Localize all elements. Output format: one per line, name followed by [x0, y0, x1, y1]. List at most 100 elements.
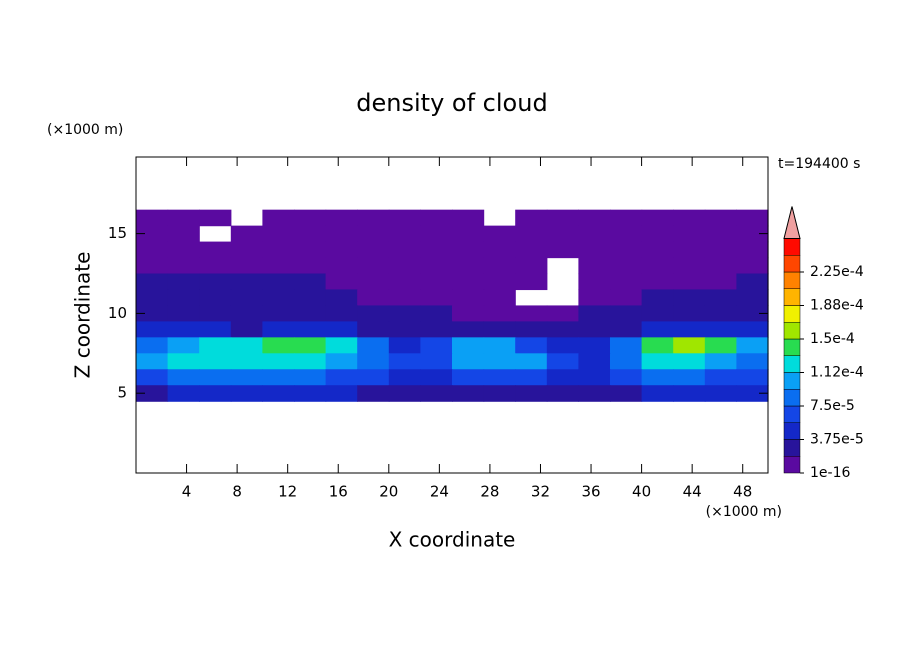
contour-cell	[199, 241, 232, 259]
contour-cell	[673, 369, 706, 386]
contour-cell	[673, 289, 706, 307]
contour-cell	[704, 289, 737, 307]
contour-cell	[515, 273, 548, 291]
contour-cell	[704, 337, 737, 354]
contour-cell	[388, 385, 421, 402]
contour-cell	[136, 241, 169, 259]
contour-cell	[167, 241, 200, 259]
contour-cell	[294, 225, 327, 243]
time-label: t=194400 s	[778, 156, 860, 172]
colorbar-tick-label: 7.5e-5	[810, 398, 855, 414]
x-tick-label: 20	[379, 483, 398, 501]
colorbar-bin	[783, 456, 801, 474]
contour-cell	[167, 209, 200, 227]
contour-cell	[199, 369, 232, 386]
contour-cell	[388, 273, 421, 291]
contour-cell	[325, 209, 358, 227]
x-tick-label: 40	[632, 483, 651, 501]
contour-cell	[420, 305, 453, 322]
contour-cell	[230, 225, 263, 243]
contour-cell	[736, 369, 769, 386]
contour-cell	[641, 289, 674, 307]
contour-cell	[483, 369, 516, 386]
y-unit: (×1000 m)	[47, 122, 123, 138]
x-tick-label: 8	[232, 483, 242, 501]
contour-cell	[294, 385, 327, 402]
contour-cell	[294, 241, 327, 259]
contour-cell	[546, 353, 579, 370]
contour-cell	[673, 273, 706, 291]
contour-cell	[388, 369, 421, 386]
contour-cell	[420, 273, 453, 291]
contour-cell	[483, 321, 516, 338]
contour-cell	[641, 273, 674, 291]
contour-cell	[420, 337, 453, 354]
contour-cell	[610, 209, 643, 227]
colorbar-bin	[783, 322, 801, 340]
contour-cell	[420, 241, 453, 259]
contour-cell	[704, 257, 737, 275]
contour-cell	[578, 337, 611, 354]
x-unit: (×1000 m)	[706, 504, 782, 520]
colorbar-tick-label: 2.25e-4	[810, 264, 864, 280]
contour-cell	[736, 241, 769, 259]
contour-cell	[357, 273, 390, 291]
contour-cell	[230, 241, 263, 259]
x-tick-label: 28	[480, 483, 499, 501]
contour-cell	[515, 241, 548, 259]
colorbar-bin	[783, 439, 801, 457]
contour-cell	[357, 225, 390, 243]
contour-cell	[704, 225, 737, 243]
contour-cell	[546, 209, 579, 227]
contour-cell	[199, 209, 232, 227]
chart-title: density of cloud	[356, 89, 547, 117]
contour-cell	[262, 337, 295, 354]
contour-cell	[325, 337, 358, 354]
contour-cell	[515, 369, 548, 386]
contour-cell	[704, 321, 737, 338]
contour-cell	[515, 337, 548, 354]
contour-cell	[452, 305, 485, 322]
contour-cell	[736, 353, 769, 370]
contour-cell	[325, 273, 358, 291]
x-axis-label: X coordinate	[389, 528, 516, 552]
contour-cell	[357, 337, 390, 354]
contour-cell	[673, 337, 706, 354]
contour-cell	[578, 321, 611, 338]
colorbar-tick-label: 1.12e-4	[810, 365, 864, 381]
contour-cell	[230, 273, 263, 291]
contour-cell	[262, 225, 295, 243]
contour-cell	[546, 241, 579, 259]
contour-cell	[230, 337, 263, 354]
contour-cell	[357, 369, 390, 386]
contour-cell	[357, 385, 390, 402]
colorbar-bin	[783, 271, 801, 289]
contour-cell	[420, 385, 453, 402]
colorbar-tick-label: 1.88e-4	[810, 298, 864, 314]
contour-cell	[388, 241, 421, 259]
contour-cell	[578, 289, 611, 307]
contour-cell	[357, 321, 390, 338]
contour-cell	[641, 241, 674, 259]
contour-cell	[452, 273, 485, 291]
contour-cell	[452, 257, 485, 275]
contour-cell	[452, 209, 485, 227]
colorbar-bin	[783, 238, 801, 256]
contour-cell	[515, 353, 548, 370]
contour-cell	[262, 289, 295, 307]
contour-cell	[136, 305, 169, 322]
contour-cell	[704, 273, 737, 291]
contour-cell	[136, 337, 169, 354]
contour-cell	[452, 369, 485, 386]
contour-cell	[199, 257, 232, 275]
contour-cell	[483, 289, 516, 307]
contour-cell	[452, 225, 485, 243]
contour-cell	[167, 337, 200, 354]
contour-cell	[136, 225, 169, 243]
contour-cell	[199, 321, 232, 338]
contour-cell	[388, 337, 421, 354]
contour-cell	[546, 385, 579, 402]
contour-cell	[420, 321, 453, 338]
contour-cell	[325, 289, 358, 307]
contour-cell	[199, 337, 232, 354]
